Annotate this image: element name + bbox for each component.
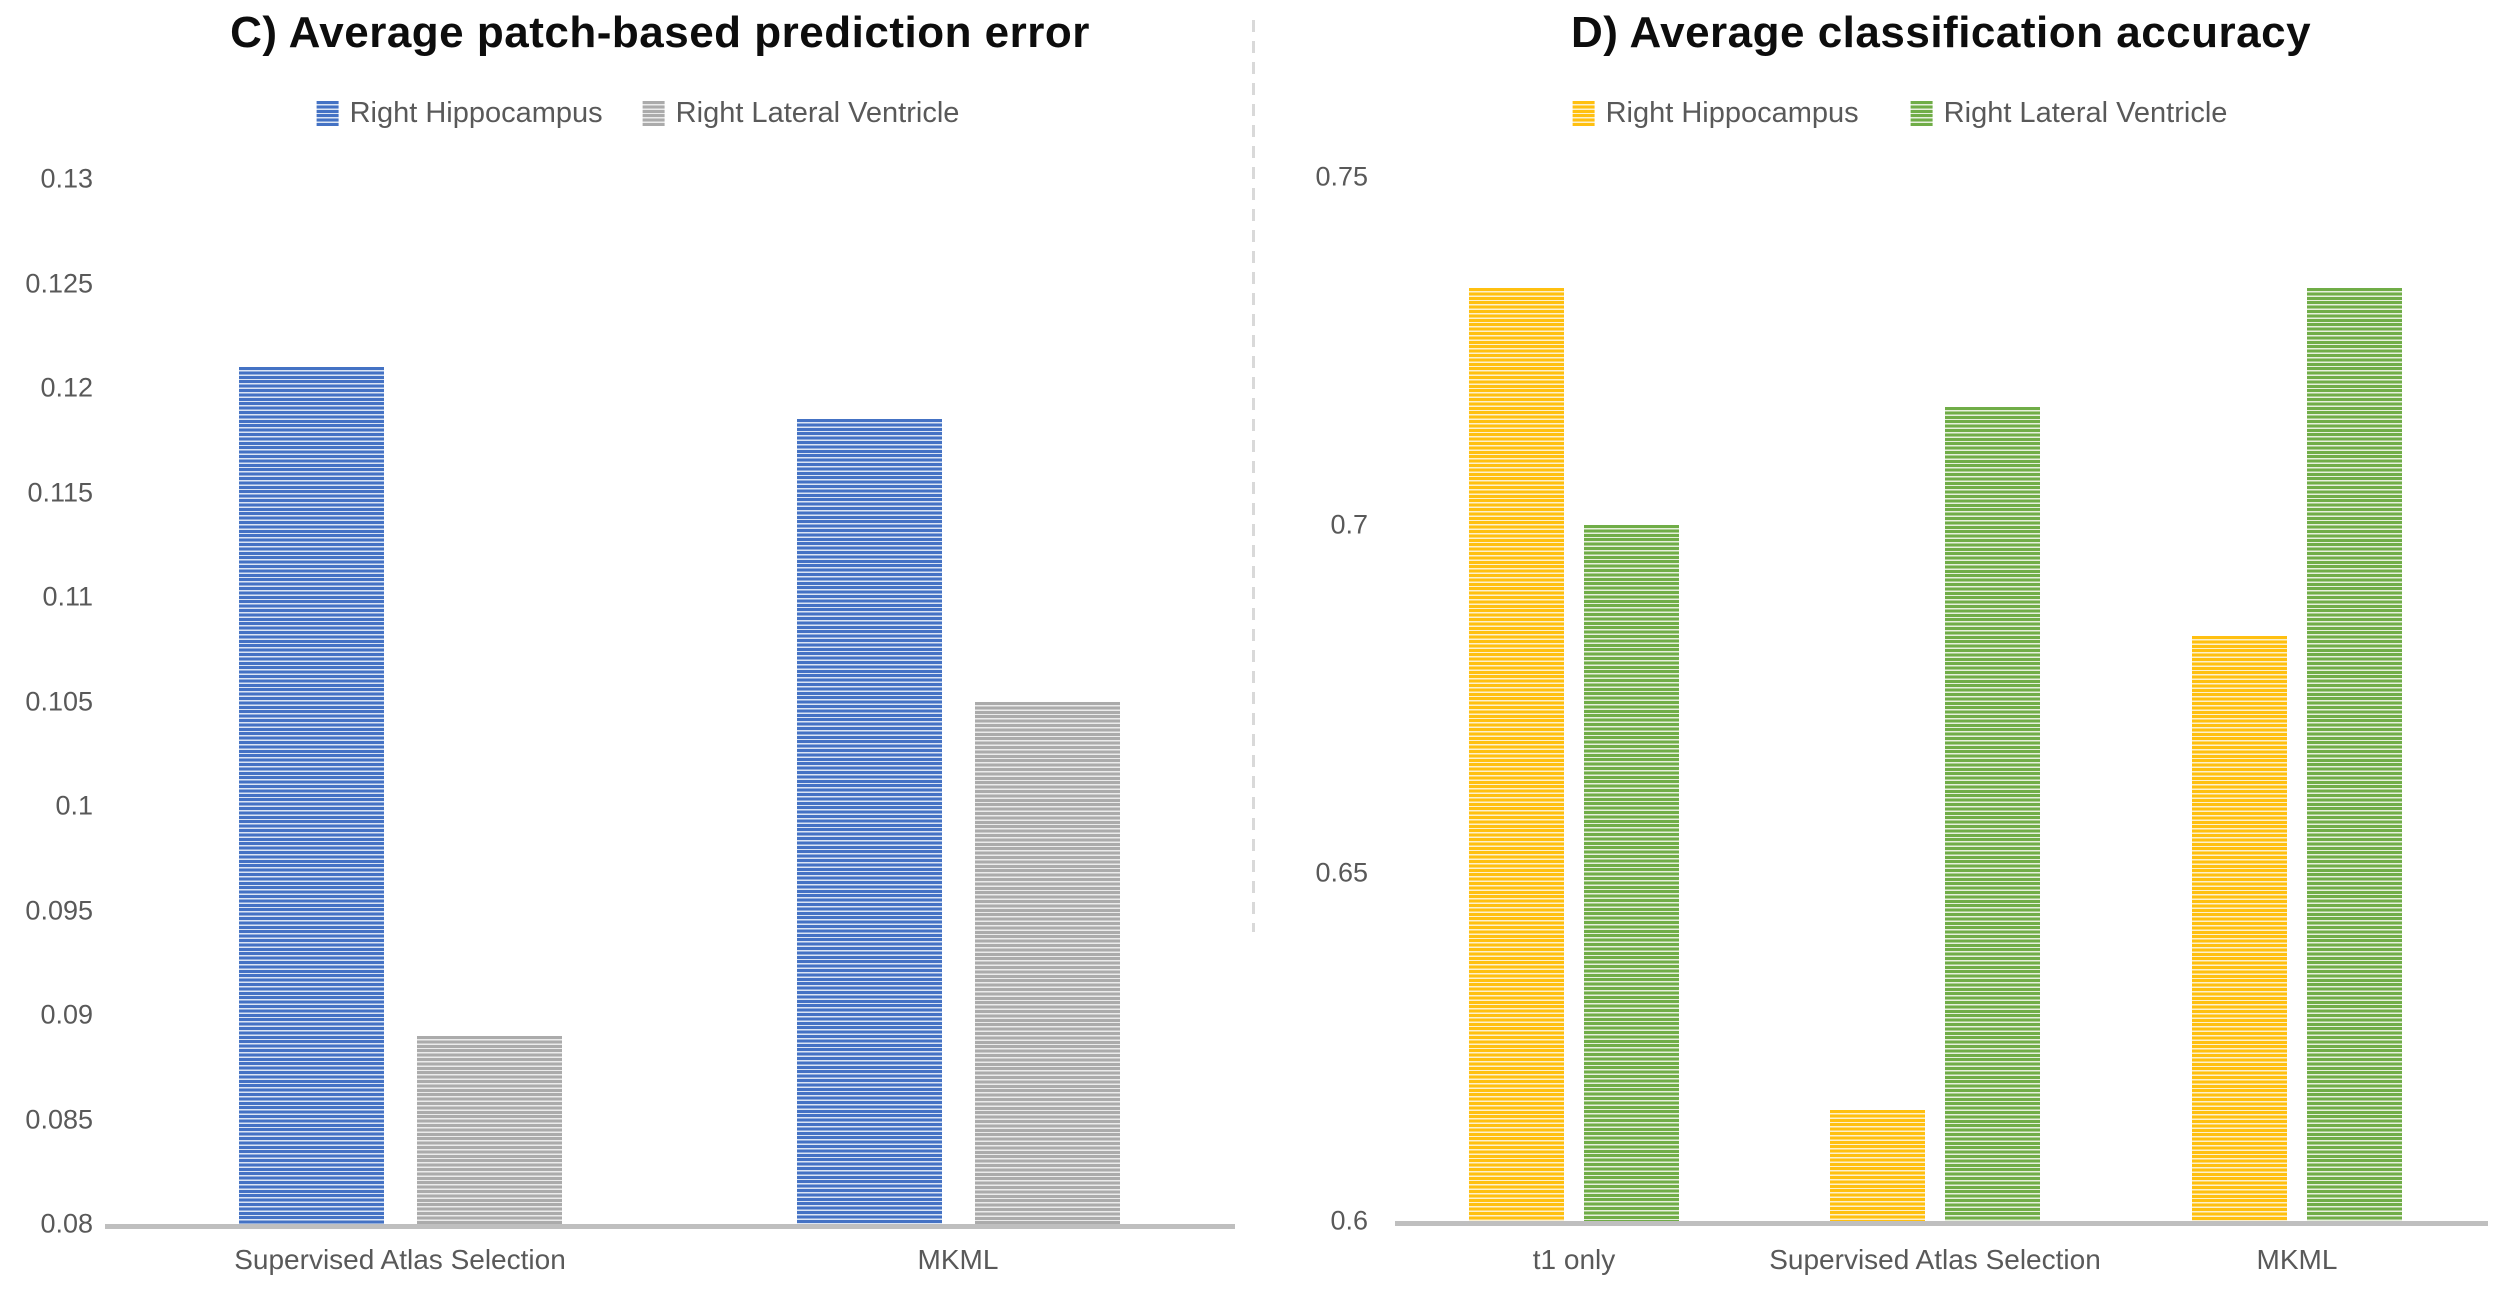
y-tick-label: 0.09	[40, 999, 93, 1030]
bar-right-hippocampus-supervised-atlas-selection	[238, 367, 384, 1227]
y-tick-label: 0.115	[27, 477, 93, 507]
x-category-label: MKML	[2256, 1244, 2338, 1275]
bar-right-hippocampus-mkml	[796, 419, 942, 1227]
bar-right-lateral-ventricle-mkml	[974, 701, 1120, 1227]
legend-item: Right Hippocampus	[1572, 97, 1859, 130]
bar-right-lateral-ventricle-t1-only	[1584, 525, 1679, 1224]
bar-right-lateral-ventricle-mkml	[2307, 288, 2402, 1224]
legend-item: Right Lateral Ventricle	[1910, 97, 2228, 130]
legend-item: Right Hippocampus	[316, 97, 603, 130]
chart-title: D) Average classification accuracy	[1570, 8, 2312, 57]
x-axis-line	[1395, 1221, 2488, 1226]
x-category-label: Supervised Atlas Selection	[234, 1244, 566, 1275]
y-tick-label: 0.65	[1315, 857, 1368, 888]
bar-right-lateral-ventricle-supervised-atlas-selection	[416, 1035, 562, 1227]
y-tick-label: 0.75	[1315, 161, 1368, 192]
y-tick-label: 0.095	[25, 895, 93, 925]
x-axis-line	[105, 1224, 1235, 1229]
y-tick-label: 0.1	[55, 790, 93, 821]
legend-label: Right Hippocampus	[349, 97, 603, 129]
chart-title: C) Average patch-based prediction error	[230, 8, 1090, 57]
bar-right-hippocampus-mkml	[2192, 636, 2287, 1224]
x-category-label: Supervised Atlas Selection	[1769, 1244, 2101, 1275]
legend-swatch-right-hippocampus	[316, 101, 339, 126]
x-category-label: MKML	[917, 1244, 999, 1275]
y-tick-label: 0.085	[25, 1104, 93, 1134]
y-tick-label: 0.08	[40, 1208, 93, 1239]
legend-label: Right Lateral Ventricle	[675, 97, 960, 129]
legend-label: Right Lateral Ventricle	[1943, 97, 2228, 129]
y-tick-label: 0.6	[1330, 1205, 1368, 1236]
legend: Right Hippocampus Right Lateral Ventricle	[1572, 97, 2228, 130]
y-tick-label: 0.13	[40, 163, 93, 194]
x-category-label: t1 only	[1532, 1244, 1616, 1275]
y-tick-label: 0.125	[25, 268, 93, 298]
y-tick-label: 0.105	[25, 686, 93, 716]
y-tick-label: 0.7	[1330, 509, 1368, 540]
bar-right-hippocampus-t1-only	[1469, 288, 1564, 1224]
legend-swatch-right-lateral-ventricle	[642, 101, 665, 126]
bar-right-hippocampus-supervised-atlas-selection	[1830, 1109, 1925, 1224]
legend-swatch-right-hippocampus	[1572, 101, 1595, 126]
legend-label: Right Hippocampus	[1605, 97, 1859, 129]
y-tick-label: 0.12	[40, 372, 93, 403]
legend-item: Right Lateral Ventricle	[642, 97, 960, 130]
panel-divider	[1252, 20, 1255, 932]
legend: Right Hippocampus Right Lateral Ventricle	[316, 97, 960, 130]
y-tick-label: 0.11	[42, 581, 93, 612]
bar-right-lateral-ventricle-supervised-atlas-selection	[1945, 406, 2040, 1224]
legend-swatch-right-lateral-ventricle	[1910, 101, 1933, 126]
